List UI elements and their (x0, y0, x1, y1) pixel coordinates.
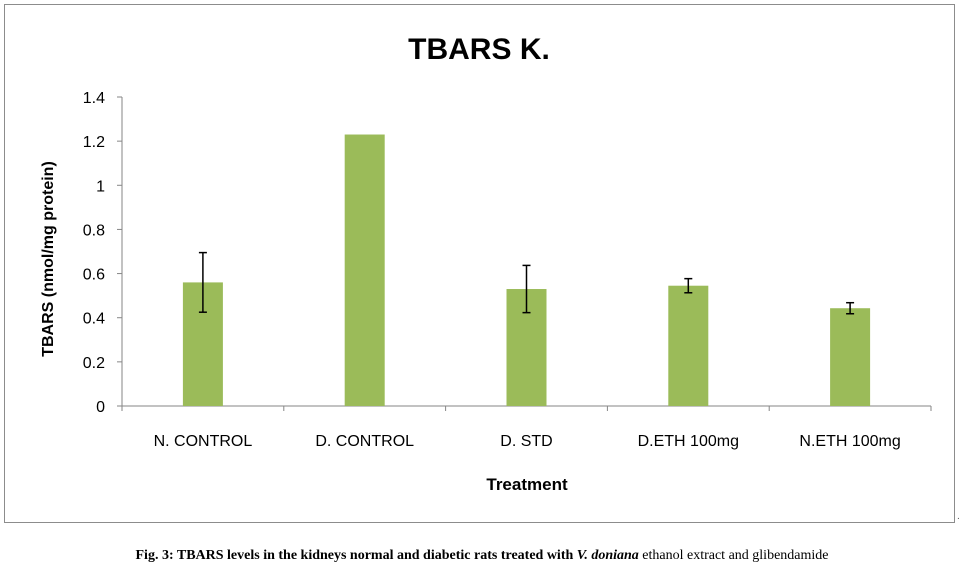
y-tick-label: 1 (96, 178, 105, 195)
caption-prefix: Fig. 3: TBARS levels in the kidneys norm… (135, 548, 577, 563)
y-tick-label: 0.8 (83, 222, 105, 239)
bar (344, 134, 385, 406)
x-tick-label: D. CONTROL (315, 433, 414, 450)
plot-area: 0 0.2 0.4 0.6 0.8 1 1.2 1.4 N. CONTROL D. CONTROL… (83, 90, 932, 450)
bar (830, 308, 871, 406)
caption-species: V. doniana (576, 548, 639, 563)
x-tick-label: N.ETH 100mg (799, 433, 900, 450)
x-tick-label: N. CONTROL (154, 433, 253, 450)
x-axis-label: Treatment (486, 475, 568, 494)
figure-caption: Fig. 3: TBARS levels in the kidneys norm… (0, 548, 964, 564)
y-tick-label: 1.2 (83, 134, 105, 151)
caption-suffix: ethanol extract and glibendamide (638, 548, 829, 563)
y-tick-label: 0.4 (83, 311, 105, 328)
y-tick-label: 0 (96, 399, 105, 416)
trailing-mark: . (957, 511, 960, 522)
y-tick-label: 0.6 (83, 267, 105, 284)
bar-chart: TBARS K. 0 0.2 0.4 0.6 0.8 1 1.2 1.4 N. CONTROL D… (40, 33, 932, 494)
bar (668, 285, 709, 406)
chart-frame: TBARS K. 0 0.2 0.4 0.6 0.8 1 1.2 1.4 N. CONTROL D… (4, 4, 955, 523)
chart-title: TBARS K. (408, 33, 550, 66)
x-tick-label: D.ETH 100mg (638, 433, 739, 450)
y-tick-label: 1.4 (83, 90, 105, 107)
y-tick-label: 0.2 (83, 355, 105, 372)
x-tick-label: D. STD (500, 433, 552, 450)
y-axis-label: TBARS (nmol/mg protein) (40, 161, 57, 357)
